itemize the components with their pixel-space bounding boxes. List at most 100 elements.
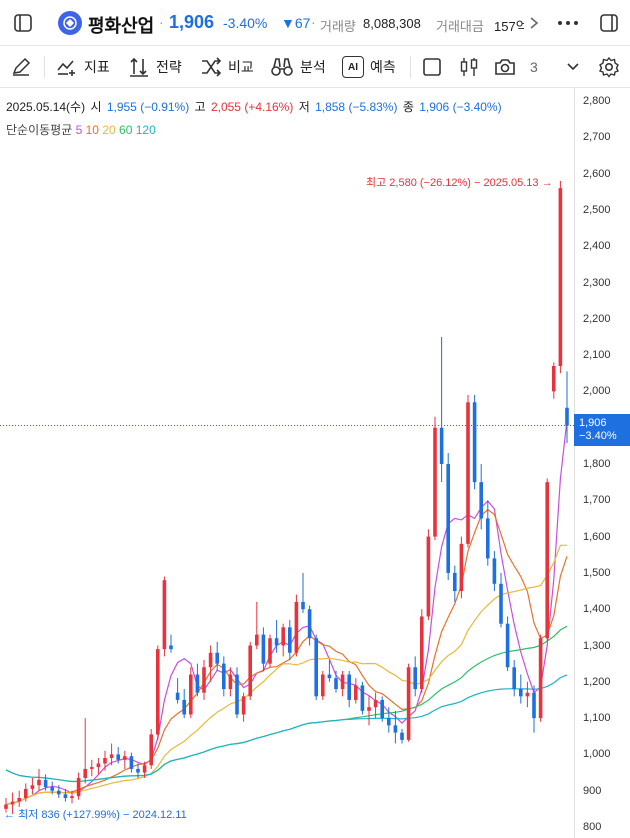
sidebar-toggle-button[interactable] — [8, 8, 38, 38]
candle[interactable] — [30, 777, 35, 795]
candle[interactable] — [162, 576, 167, 657]
header-more-button[interactable] — [524, 10, 544, 36]
candle[interactable] — [4, 797, 8, 813]
candle[interactable] — [558, 180, 563, 374]
candle[interactable] — [70, 790, 74, 804]
candle[interactable] — [519, 674, 523, 704]
candle[interactable] — [63, 788, 68, 802]
candle[interactable] — [354, 678, 358, 704]
candle[interactable] — [492, 551, 497, 592]
forecast-button[interactable]: AI 예측 — [342, 52, 396, 82]
candle[interactable] — [123, 750, 127, 769]
candle[interactable] — [149, 728, 153, 769]
panel-toggle-button[interactable] — [594, 8, 624, 38]
candle[interactable] — [294, 594, 299, 657]
settings-button[interactable] — [598, 52, 620, 82]
candle[interactable] — [10, 792, 15, 814]
candle[interactable] — [512, 660, 516, 697]
candle[interactable] — [466, 395, 470, 548]
candle[interactable] — [288, 620, 292, 661]
candle[interactable] — [281, 623, 285, 657]
candle[interactable] — [43, 774, 48, 791]
candle[interactable] — [486, 500, 490, 566]
candle[interactable] — [525, 681, 530, 708]
candle[interactable] — [228, 667, 233, 697]
candle[interactable] — [453, 565, 457, 602]
candle[interactable] — [406, 663, 411, 742]
ma-legend[interactable]: 단순이동평균 5 10 20 60 120 — [6, 121, 156, 138]
candle[interactable] — [459, 536, 464, 599]
candle[interactable] — [103, 750, 107, 771]
strategy-button[interactable]: 전략 — [128, 52, 182, 82]
candle[interactable] — [439, 336, 444, 483]
candle[interactable] — [532, 685, 536, 733]
candle[interactable] — [433, 416, 437, 541]
candle[interactable] — [189, 667, 193, 719]
candle[interactable] — [545, 478, 549, 642]
candle[interactable] — [400, 728, 404, 744]
candle[interactable] — [499, 572, 503, 628]
candle[interactable] — [241, 692, 246, 722]
candle[interactable] — [420, 609, 424, 693]
candle[interactable] — [472, 395, 477, 490]
candle[interactable] — [116, 747, 120, 764]
candle[interactable] — [142, 761, 147, 778]
candle[interactable] — [373, 692, 378, 719]
candle[interactable] — [215, 641, 219, 671]
candle[interactable] — [76, 772, 81, 800]
candle[interactable] — [136, 763, 140, 778]
candle[interactable] — [314, 634, 318, 700]
candle[interactable] — [208, 645, 213, 682]
candle[interactable] — [387, 707, 391, 733]
compare-button[interactable]: 비교 — [200, 52, 254, 82]
candle[interactable] — [274, 620, 279, 653]
candle[interactable] — [96, 758, 101, 775]
candle[interactable] — [17, 790, 21, 808]
candle[interactable] — [321, 670, 325, 700]
candle[interactable] — [169, 634, 173, 653]
candle[interactable] — [538, 634, 543, 722]
candle[interactable] — [255, 601, 259, 650]
candle[interactable] — [248, 641, 252, 700]
candle[interactable] — [175, 678, 180, 704]
candle[interactable] — [446, 453, 450, 581]
candle[interactable] — [413, 656, 417, 697]
candle[interactable] — [182, 689, 186, 719]
candle[interactable] — [552, 362, 556, 399]
candle[interactable] — [360, 681, 365, 715]
candle[interactable] — [505, 616, 510, 671]
candle[interactable] — [57, 785, 61, 798]
candle[interactable] — [340, 670, 345, 697]
candle[interactable] — [367, 696, 371, 726]
candle[interactable] — [268, 634, 272, 668]
chart-area[interactable]: 2025.05.14(수) 시 1,955 (−0.91%) 고 2,055 (… — [0, 88, 630, 838]
candle[interactable] — [393, 710, 398, 744]
candle[interactable] — [222, 656, 226, 697]
candle[interactable] — [50, 781, 54, 795]
candle[interactable] — [24, 783, 28, 802]
chart-type-button[interactable] — [422, 52, 442, 82]
candle[interactable] — [90, 759, 94, 777]
candle[interactable] — [327, 660, 332, 682]
draw-tool-button[interactable] — [10, 52, 32, 82]
candlestick-chart[interactable] — [0, 88, 574, 838]
candle[interactable] — [37, 768, 41, 791]
candle[interactable] — [301, 572, 305, 613]
candle[interactable] — [195, 663, 200, 697]
candle[interactable] — [380, 696, 384, 722]
candle[interactable] — [235, 667, 239, 719]
candle[interactable] — [109, 743, 114, 766]
candle[interactable] — [334, 670, 338, 693]
toolbar-expand-button[interactable] — [566, 52, 580, 82]
more-tools-count[interactable]: 3 — [530, 59, 538, 75]
candle[interactable] — [565, 371, 569, 443]
candle[interactable] — [307, 605, 312, 646]
screenshot-button[interactable] — [494, 52, 516, 82]
candle[interactable] — [129, 752, 134, 773]
candle[interactable] — [261, 627, 266, 671]
candle[interactable] — [479, 464, 483, 530]
candle-type-button[interactable] — [459, 52, 479, 82]
candle[interactable] — [83, 718, 87, 784]
price-axis[interactable]: 800 900 1,000 1,100 1,200 1,300 1,400 1,500 1,60… — [574, 88, 630, 838]
candle[interactable] — [347, 670, 351, 708]
